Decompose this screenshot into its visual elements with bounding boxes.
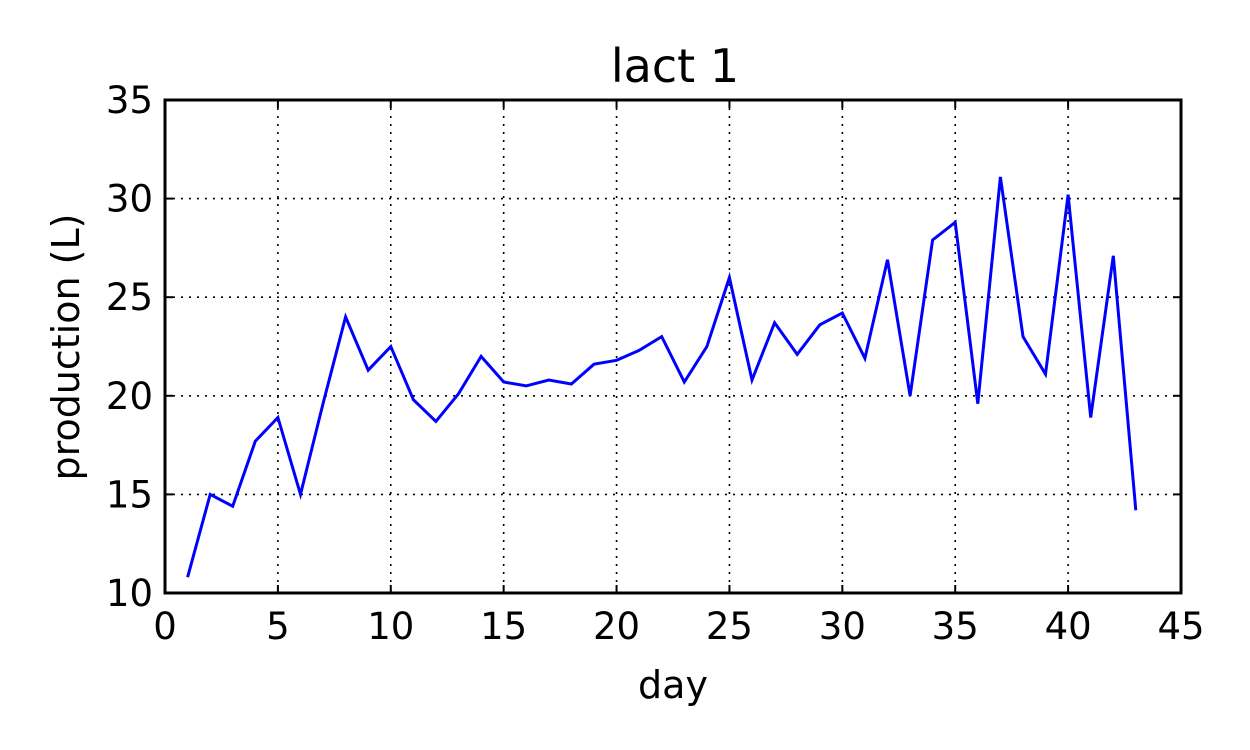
data-point — [661, 336, 662, 337]
x-tick-label: 25 — [706, 605, 753, 648]
x-tick-label: 0 — [153, 605, 177, 648]
y-axis-label: production (L) — [44, 214, 88, 481]
data-point — [639, 350, 640, 351]
data-point — [977, 403, 978, 404]
data-point — [593, 364, 594, 365]
data-point — [1113, 255, 1114, 256]
data-point — [526, 385, 527, 386]
x-tick-label: 35 — [932, 605, 979, 648]
x-tick-label: 10 — [367, 605, 414, 648]
data-point — [277, 417, 278, 418]
y-tick-label: 30 — [106, 178, 153, 221]
data-point — [390, 346, 391, 347]
y-tick-label: 35 — [106, 79, 153, 122]
data-point — [503, 381, 504, 382]
x-tick-label: 5 — [266, 605, 290, 648]
data-point — [368, 370, 369, 371]
x-tick-label: 40 — [1045, 605, 1092, 648]
x-tick-label: 30 — [819, 605, 866, 648]
series-layer — [186, 176, 1138, 578]
data-point — [255, 441, 256, 442]
grid-layer — [165, 100, 1181, 593]
data-point — [955, 222, 956, 223]
data-point — [300, 494, 301, 495]
data-point — [458, 393, 459, 394]
tick-layer: 0 5 10 15 20 25 30 35 40 45 10 15 20 25 30 35 — [106, 79, 1205, 648]
data-point — [887, 259, 888, 260]
data-point — [1135, 510, 1136, 511]
data-point — [910, 395, 911, 396]
y-tick-label: 20 — [106, 375, 153, 418]
y-tick-label: 10 — [106, 572, 153, 615]
data-point — [1090, 417, 1091, 418]
x-tick-label: 45 — [1157, 605, 1204, 648]
data-point — [819, 324, 820, 325]
data-point — [210, 494, 211, 495]
data-point — [774, 322, 775, 323]
data-point — [548, 380, 549, 381]
data-point — [684, 381, 685, 382]
data-point — [413, 399, 414, 400]
x-tick-label: 15 — [480, 605, 527, 648]
data-point — [1022, 336, 1023, 337]
data-point — [345, 316, 346, 317]
y-tick-label: 25 — [106, 276, 153, 319]
data-point — [1068, 194, 1069, 195]
data-point — [1000, 176, 1001, 177]
data-point — [932, 240, 933, 241]
data-point — [481, 356, 482, 357]
data-point — [435, 421, 436, 422]
y-tick-label: 15 — [106, 473, 153, 516]
data-point — [729, 277, 730, 278]
plot-frame — [163, 98, 1183, 595]
data-point — [752, 380, 753, 381]
chart-title: lact 1 — [611, 39, 739, 93]
data-point — [706, 346, 707, 347]
series-line — [186, 176, 1138, 578]
data-point — [187, 577, 188, 578]
x-axis-label: day — [638, 663, 708, 707]
data-point — [323, 403, 324, 404]
data-point — [571, 383, 572, 384]
data-point — [797, 354, 798, 355]
data-point — [1045, 374, 1046, 375]
data-point — [842, 312, 843, 313]
data-point — [232, 506, 233, 507]
data-point — [616, 360, 617, 361]
data-point — [864, 358, 865, 359]
x-tick-label: 20 — [593, 605, 640, 648]
